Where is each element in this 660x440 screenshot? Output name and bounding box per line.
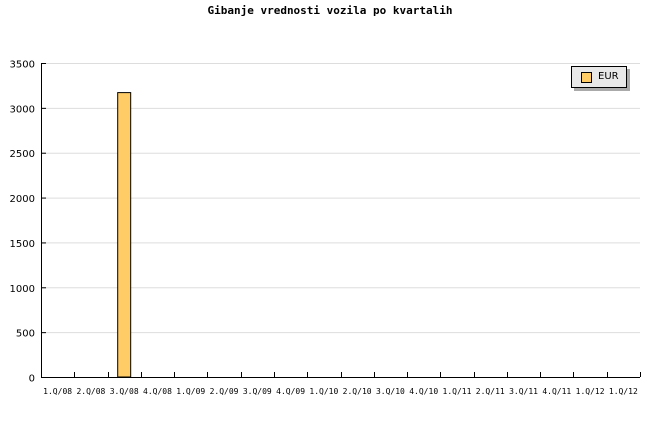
- legend-swatch: [581, 72, 592, 83]
- y-tick-label: 3000: [10, 104, 35, 115]
- x-tick-label: 2.Q/09: [210, 387, 239, 396]
- x-tick-label: 4.Q/09: [276, 387, 305, 396]
- y-tick-label: 1500: [10, 239, 35, 250]
- y-tick-label: 0: [29, 374, 35, 385]
- x-tick-label: 1.Q/08: [43, 387, 72, 396]
- x-tick-label: 3.Q/08: [110, 387, 139, 396]
- y-tick-label: 1000: [10, 284, 35, 295]
- x-tick-label: 2.Q/08: [76, 387, 105, 396]
- y-tick-label: 500: [16, 329, 35, 340]
- x-tick-label: 1.Q/12: [576, 387, 605, 396]
- x-tick-label: 4.Q/11: [542, 387, 571, 396]
- x-tick-label: 2.Q/11: [476, 387, 505, 396]
- chart-title: Gibanje vrednosti vozila po kvartalih: [207, 4, 453, 17]
- y-tick-label: 2000: [10, 194, 35, 205]
- x-tick-label: 1.Q/12: [609, 387, 638, 396]
- x-tick-label: 3.Q/10: [376, 387, 405, 396]
- x-tick-label: 1.Q/11: [443, 387, 472, 396]
- x-tick-label: 4.Q/08: [143, 387, 172, 396]
- x-tick-label: 4.Q/10: [409, 387, 438, 396]
- x-tick-label: 3.Q/09: [243, 387, 272, 396]
- bar: [117, 92, 132, 378]
- y-tick-label: 3500: [10, 60, 35, 71]
- x-tick-label: 1.Q/10: [309, 387, 338, 396]
- x-tick-label: 1.Q/09: [176, 387, 205, 396]
- legend-label: EUR: [598, 71, 619, 82]
- y-tick-label: 2500: [10, 149, 35, 160]
- x-tick-label: 2.Q/10: [343, 387, 372, 396]
- legend: EUR: [571, 66, 627, 88]
- x-tick-label: 3.Q/11: [509, 387, 538, 396]
